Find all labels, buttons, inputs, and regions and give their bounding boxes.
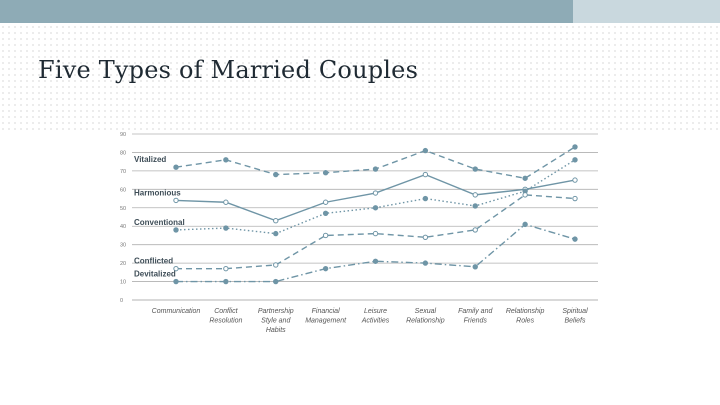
background-mask: [0, 130, 720, 405]
y-tick-label: 50: [120, 206, 126, 212]
y-tick-label: 60: [120, 187, 126, 193]
y-tick-label: 20: [120, 261, 126, 267]
x-tick-label-line: Family and: [458, 308, 493, 315]
series-label: Conventional: [134, 218, 185, 227]
data-point: [472, 203, 478, 209]
x-tick-label: Conflict Resolution: [209, 308, 242, 325]
data-point: [273, 278, 279, 285]
data-point: [472, 227, 478, 233]
y-tick-label: 40: [120, 224, 126, 230]
data-point: [372, 230, 379, 237]
data-point: [322, 232, 329, 239]
data-point: [572, 236, 578, 242]
data-point: [572, 157, 578, 163]
data-point: [522, 192, 528, 198]
data-point: [572, 177, 578, 183]
x-tick-label-line: Spiritual: [562, 308, 588, 315]
data-point: [472, 166, 478, 172]
data-point: [273, 171, 279, 178]
x-tick-label-line: Roles: [516, 318, 534, 325]
y-tick-label: 0: [120, 298, 123, 304]
data-point: [273, 262, 279, 268]
x-tick-label: Communication: [152, 308, 201, 315]
y-tick-label: 10: [120, 280, 126, 286]
x-tick-label: Sexual Relationship: [406, 308, 445, 325]
x-tick-label: Family and Friends: [458, 308, 493, 325]
data-point: [422, 260, 429, 266]
x-tick-label-line: Communication: [152, 308, 201, 315]
x-tick-label-line: Habits: [266, 327, 286, 334]
data-point: [372, 258, 379, 264]
x-tick-label: Financial Management: [305, 308, 347, 325]
x-tick-label-line: Style and: [261, 318, 291, 325]
data-point: [522, 175, 528, 181]
x-tick-label-line: Partnership: [258, 308, 294, 315]
data-point: [372, 190, 379, 196]
data-point: [223, 265, 229, 272]
x-tick-label: Leisure Activities: [361, 308, 390, 325]
x-tick-label-line: Sexual: [415, 308, 437, 315]
series-label: Devitalized: [134, 270, 176, 279]
series-line: [175, 146, 576, 180]
header-band-light: [573, 0, 720, 23]
data-point: [472, 192, 478, 198]
y-tick-label: 80: [120, 150, 126, 156]
data-point: [422, 147, 429, 154]
x-tick-label-line: Conflict: [214, 308, 238, 315]
data-point: [472, 264, 478, 270]
header-band-dark: [0, 0, 573, 23]
data-point: [572, 195, 578, 202]
axis-layer: 0 10 20 30 40 50 60 70 80 90 Communication Conflict…: [120, 132, 588, 334]
data-point: [223, 199, 229, 205]
data-point: [422, 171, 429, 178]
data-point: [322, 199, 329, 205]
data-point: [372, 205, 379, 211]
slide-title: Five Types of Married Couples: [38, 56, 419, 84]
data-point: [322, 210, 329, 217]
data-point: [422, 234, 429, 240]
series-label: Vitalized: [134, 155, 166, 164]
data-point: [572, 144, 578, 150]
data-point: [372, 166, 379, 172]
data-point: [322, 170, 329, 176]
x-tick-label: Relationship Roles: [506, 308, 545, 325]
data-point: [422, 195, 429, 202]
y-tick-label: 90: [120, 132, 126, 138]
label-layer: Vitalized Harmonious Conventional Conflicte…: [134, 155, 185, 278]
x-tick-label-line: Financial: [312, 308, 340, 315]
data-point: [173, 265, 179, 272]
x-tick-label-line: Beliefs: [564, 318, 586, 325]
data-point: [173, 164, 179, 170]
y-tick-label: 30: [120, 243, 126, 249]
y-tick-label: 70: [120, 169, 126, 175]
series-layer: [173, 144, 578, 285]
data-point: [322, 265, 329, 272]
data-point: [223, 225, 229, 231]
series-line: [175, 173, 576, 222]
x-tick-label-line: Friends: [464, 318, 488, 325]
data-point: [273, 217, 279, 224]
grid-layer: [132, 133, 598, 301]
series-label: Conflicted: [134, 257, 173, 266]
data-point: [173, 278, 179, 285]
x-tick-label-line: Activities: [361, 318, 390, 325]
data-point: [273, 230, 279, 237]
data-point: [173, 227, 179, 233]
x-tick-label: Partnership Style and Habits: [258, 308, 294, 334]
x-tick-label-line: Management: [305, 318, 347, 325]
x-tick-label: Spiritual Beliefs: [562, 308, 588, 325]
series-label: Harmonious: [134, 188, 181, 197]
x-tick-label-line: Resolution: [209, 318, 242, 325]
data-point: [223, 157, 229, 163]
data-point: [223, 278, 229, 285]
x-tick-label-line: Relationship: [506, 308, 545, 315]
x-tick-label-line: Relationship: [406, 318, 445, 325]
data-point: [173, 197, 179, 204]
data-point: [522, 221, 528, 228]
x-tick-label-line: Leisure: [364, 308, 387, 315]
